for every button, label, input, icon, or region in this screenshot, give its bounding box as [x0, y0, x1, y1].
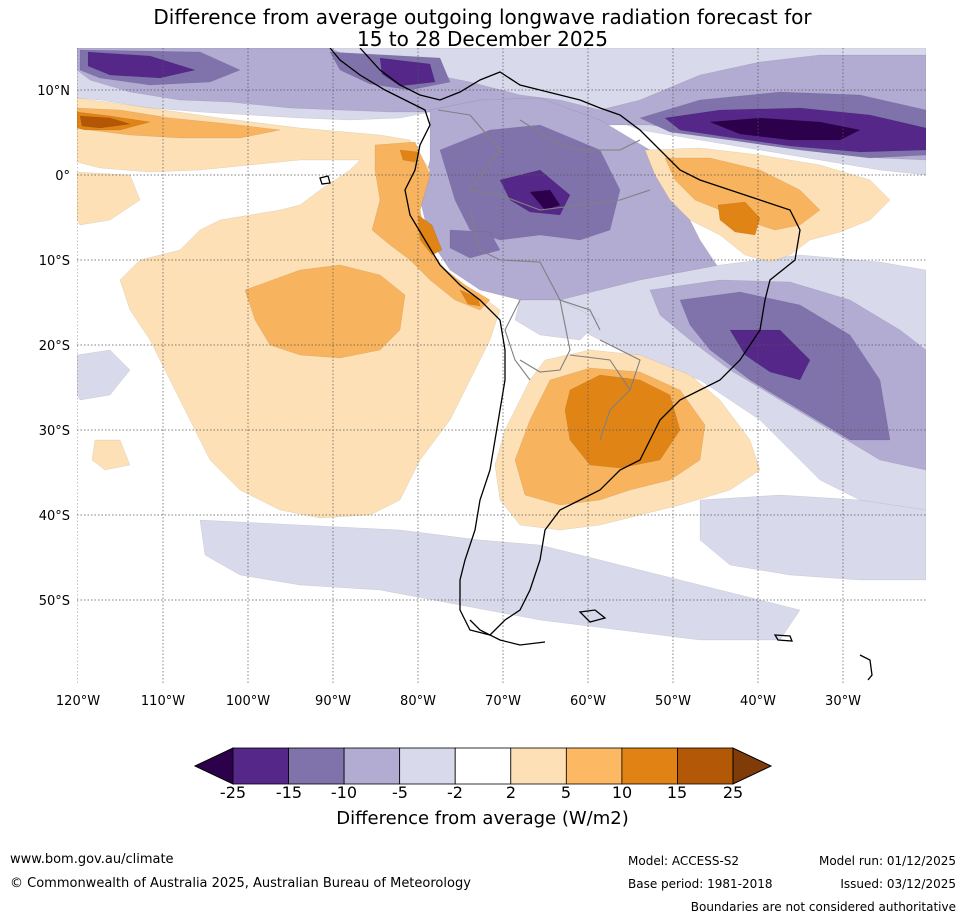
lon-label: 50°W — [655, 694, 691, 709]
lat-label: 10°N — [37, 84, 70, 99]
anomaly-region — [717, 201, 761, 236]
positive-anomaly-regions — [77, 97, 891, 531]
lat-label: 10°S — [39, 254, 70, 269]
anomaly-region — [87, 51, 196, 79]
anomaly-region — [699, 494, 926, 581]
colorbar-tick: -15 — [276, 783, 302, 802]
colorbar-tick: 2 — [506, 783, 516, 802]
colorbar-box — [288, 747, 345, 785]
colorbar-box — [232, 747, 289, 785]
tierra-del-fuego-coast — [469, 619, 546, 646]
model-text: Model: ACCESS-S2 — [628, 854, 740, 868]
anomaly-region — [459, 289, 481, 307]
colorbar-tick: -5 — [392, 783, 408, 802]
longitude-labels: 120°W 110°W 100°W 90°W 80°W 70°W 60°W 50… — [56, 694, 861, 709]
south-sandwich-coast — [859, 654, 873, 681]
colorbar-label: Difference from average (W/m2) — [336, 808, 629, 829]
colorbar-box — [399, 747, 456, 785]
colorbar-tick-labels: -25 -15 -10 -5 -2 2 5 10 15 25 — [220, 783, 743, 802]
lon-label: 60°W — [570, 694, 606, 709]
map-title-line-1: Difference from average outgoing longwav… — [153, 5, 812, 29]
colorbar-tick: -10 — [331, 783, 357, 802]
colorbar-tick: 15 — [667, 783, 687, 802]
lat-label: 20°S — [39, 339, 70, 354]
lon-label: 70°W — [485, 694, 521, 709]
colorbar: -25 -15 -10 -5 -2 2 5 10 15 25 — [193, 747, 773, 802]
model-run-text: Model run: 01/12/2025 — [818, 854, 956, 868]
base-period-text: Base period: 1981-2018 — [628, 877, 773, 891]
lat-label: 0° — [55, 169, 70, 184]
anomaly-region — [79, 115, 131, 129]
colorbar-boxes — [232, 747, 734, 785]
anomaly-region — [529, 189, 561, 211]
national-borders — [437, 109, 651, 441]
south-georgia-coast — [773, 634, 793, 642]
colorbar-tick: 10 — [612, 783, 632, 802]
anomaly-region — [399, 149, 419, 163]
graticule — [77, 48, 926, 685]
latitude-labels: 10°N 0° 10°S 20°S 30°S 40°S 50°S — [37, 84, 70, 609]
lon-label: 30°W — [825, 694, 861, 709]
anomaly-region — [709, 117, 861, 141]
colorbar-box — [454, 747, 512, 785]
colorbar-tick: -2 — [447, 783, 463, 802]
lon-label: 110°W — [141, 694, 185, 709]
colorbar-low-extend — [193, 747, 234, 785]
map-title-line-2: 15 to 28 December 2025 — [356, 27, 608, 51]
anomaly-region — [729, 329, 811, 381]
falklands-coast — [578, 609, 607, 623]
anomaly-region — [77, 349, 131, 401]
anomaly-region — [371, 141, 491, 311]
negative-anomaly-regions — [77, 48, 926, 641]
colorbar-high-extend — [732, 747, 773, 785]
colorbar-tick: -25 — [220, 783, 246, 802]
lat-label: 40°S — [39, 509, 70, 524]
disclaimer-text: Boundaries are not considered authoritat… — [690, 900, 956, 914]
colorbar-box — [621, 747, 678, 785]
lon-label: 80°W — [400, 694, 436, 709]
lon-label: 100°W — [226, 694, 270, 709]
anomaly-region — [417, 214, 443, 256]
website-link[interactable]: www.bom.gov.au/climate — [10, 852, 174, 867]
copyright-text: © Commonwealth of Australia 2025, Austra… — [10, 876, 471, 891]
anomaly-region — [449, 229, 501, 259]
lat-label: 50°S — [39, 594, 70, 609]
colorbar-box — [510, 747, 567, 785]
lat-label: 30°S — [39, 424, 70, 439]
lon-label: 40°W — [740, 694, 776, 709]
colorbar-box — [343, 747, 401, 785]
colorbar-box — [677, 747, 734, 785]
south-america-coastline — [329, 48, 801, 636]
issued-text: Issued: 03/12/2025 — [840, 877, 956, 891]
anomaly-map: 10°N 0° 10°S 20°S 30°S 40°S 50°S 120°W 1… — [37, 48, 926, 709]
anomaly-region — [91, 439, 131, 471]
colorbar-tick: 25 — [723, 783, 743, 802]
lon-label: 120°W — [56, 694, 100, 709]
colorbar-box — [565, 747, 623, 785]
colorbar-tick: 5 — [561, 783, 571, 802]
galapagos-coast — [319, 175, 331, 185]
lon-label: 90°W — [315, 694, 351, 709]
